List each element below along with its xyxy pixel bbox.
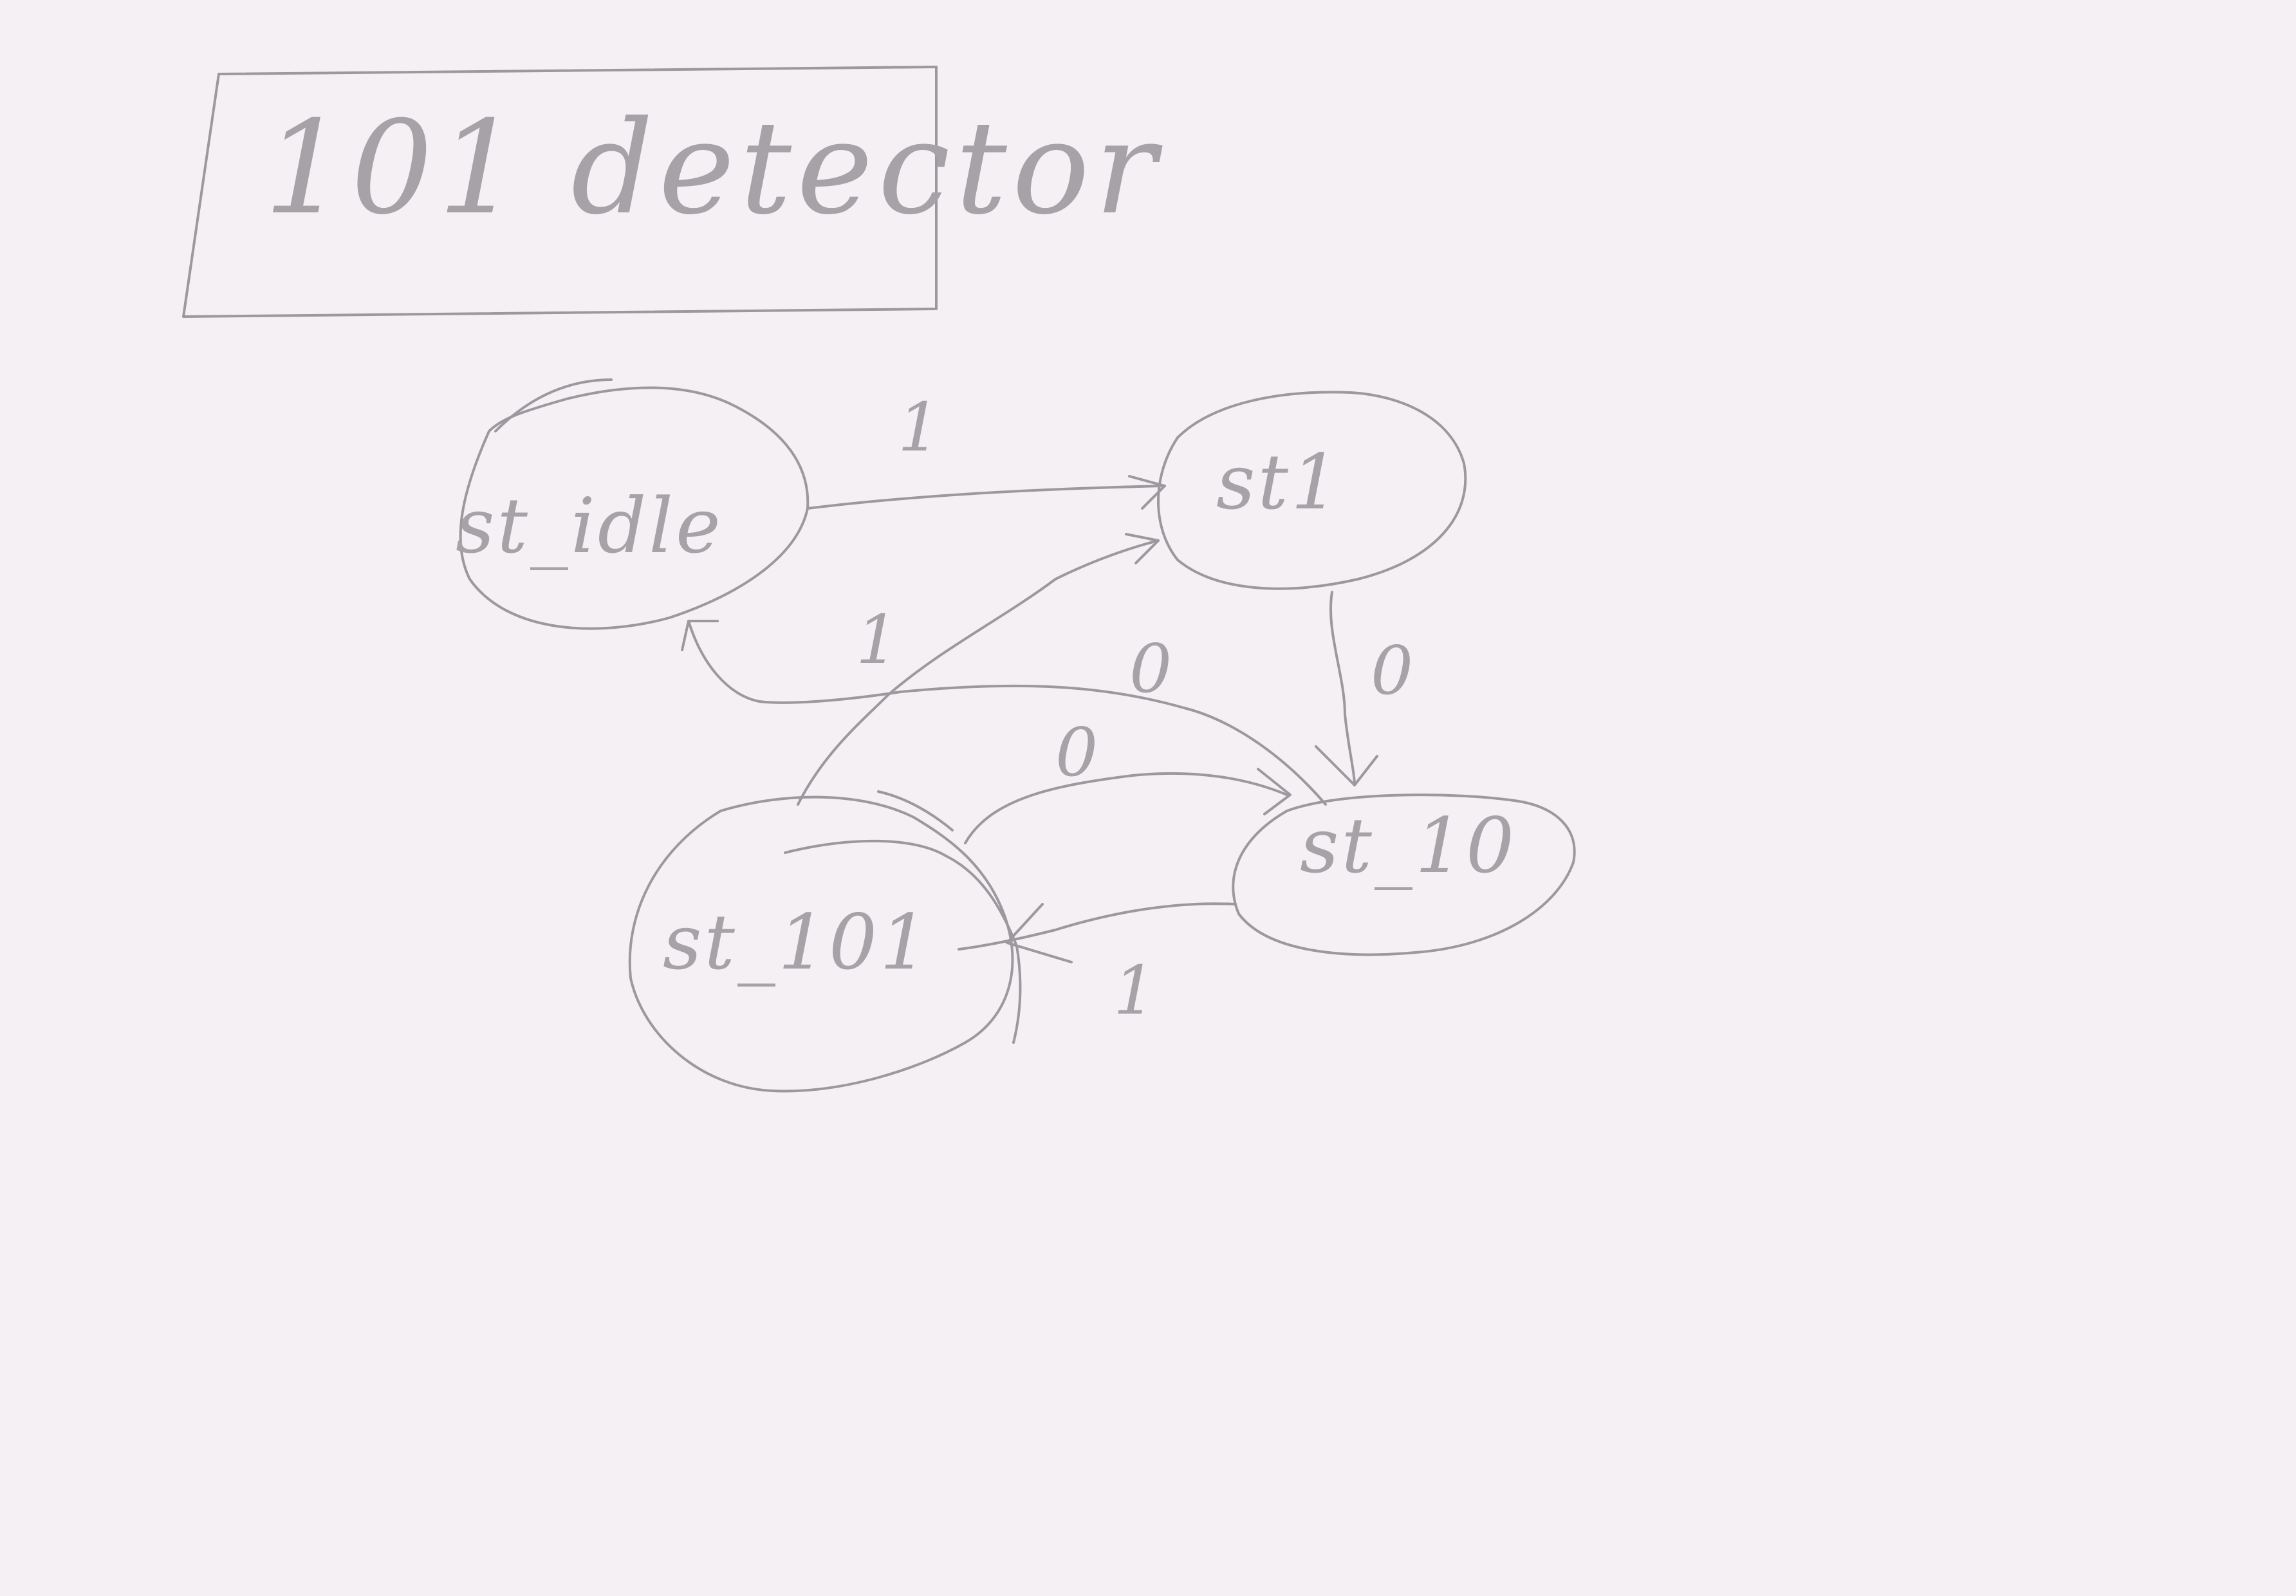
- edge-idle-to-s1-label: 1: [898, 388, 940, 467]
- edge-s10-to-idle: 0: [681, 620, 1327, 806]
- state-s101-circle: [628, 795, 1014, 1093]
- edge-s10-to-idle-label: 0: [1129, 629, 1172, 708]
- edge-s1-to-s10-line: [1329, 591, 1356, 786]
- state-s1: st1: [1157, 391, 1467, 590]
- edge-s101-to-s1-label: 1: [856, 600, 898, 679]
- state-s101-label: st_101: [663, 898, 930, 987]
- state-idle-label: st_idle: [456, 481, 723, 570]
- edge-s10-to-idle-arrowhead: [681, 620, 719, 651]
- state-idle-circle: [459, 386, 810, 630]
- edge-s101-to-s10: 0: [964, 713, 1292, 844]
- state-idle: st_idle: [456, 378, 810, 630]
- state-s101: st_101: [628, 790, 1022, 1093]
- edge-s1-to-s10-arrowhead: [1315, 745, 1378, 786]
- edge-s101-to-s1-arrowhead: [1125, 533, 1160, 564]
- state-s1-circle: [1157, 391, 1467, 590]
- edge-s10-to-s101: 1: [958, 902, 1237, 1030]
- diagram-title: 101 detector: [264, 93, 1163, 243]
- edge-s101-to-s10-arrowhead: [1257, 768, 1292, 815]
- edge-s10-to-s101-label: 1: [1113, 951, 1156, 1030]
- title-box: 101 detector: [182, 66, 1163, 318]
- edge-s1-to-s10-label: 0: [1371, 631, 1413, 710]
- edge-s101-to-s1-line: [797, 539, 1160, 806]
- title-box-border: [182, 66, 938, 318]
- state-s10: st_10: [1232, 793, 1576, 956]
- state-s101-overstroke-top: [877, 790, 954, 831]
- edge-s1-to-s10: 0: [1315, 591, 1413, 786]
- edge-idle-to-s1: 1: [806, 388, 1166, 510]
- edge-s10-to-idle-line: [687, 620, 1327, 806]
- state-idle-overstroke: [494, 378, 613, 432]
- state-s1-label: st1: [1216, 438, 1342, 526]
- state-s10-label: st_10: [1300, 801, 1517, 890]
- edge-idle-to-s1-line: [806, 485, 1166, 510]
- state-s10-circle: [1232, 793, 1576, 956]
- edge-s10-to-s101-arrowhead: [1006, 903, 1073, 963]
- edge-idle-to-s1-arrowhead: [1128, 475, 1166, 510]
- state-s101-overstroke: [784, 839, 1022, 1044]
- edge-s101-to-s10-line: [964, 772, 1288, 844]
- edge-s101-to-s10-label: 0: [1055, 713, 1098, 792]
- edge-s10-to-s101-line: [958, 902, 1237, 951]
- edge-s101-to-s1: 1: [797, 533, 1160, 806]
